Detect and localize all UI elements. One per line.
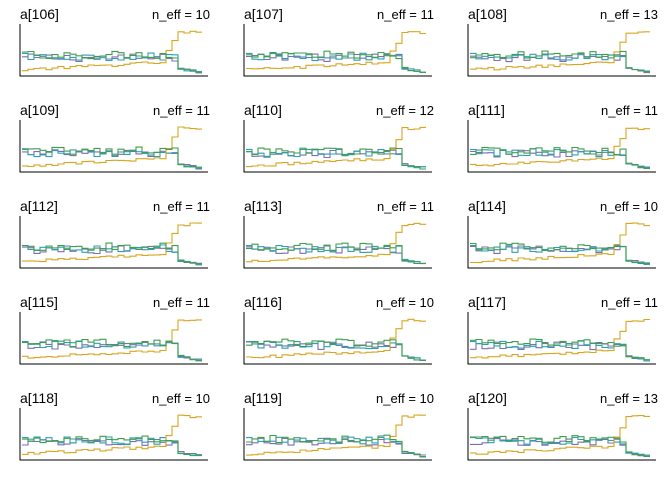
panel-neff-label: n_eff = 12 — [376, 103, 434, 118]
trace-series-3 — [22, 320, 202, 358]
panel-8: a[113] n_eff = 11 — [244, 198, 434, 268]
trace-series-4 — [22, 339, 202, 361]
trace-series-4 — [246, 435, 426, 457]
panel-neff-label: n_eff = 11 — [601, 103, 658, 118]
panel-axes — [20, 408, 208, 460]
trace-series-3 — [22, 415, 202, 454]
trace-series-2 — [246, 53, 426, 72]
trace-series-3 — [246, 32, 426, 69]
panel-15: a[120] n_eff = 13 — [468, 390, 658, 460]
panel-title: a[110] — [244, 102, 282, 118]
trace-series-2 — [246, 149, 426, 168]
panel-neff-label: n_eff = 10 — [152, 7, 210, 22]
panel-neff-label: n_eff = 11 — [377, 7, 434, 22]
trace-series-1 — [470, 438, 650, 455]
panel-neff-label: n_eff = 10 — [376, 295, 434, 310]
panel-neff-label: n_eff = 11 — [153, 103, 210, 118]
panel-title: a[115] — [20, 294, 58, 310]
panel-title: a[111] — [468, 102, 505, 118]
panel-5: a[110] n_eff = 12 — [244, 102, 434, 172]
panel-3: a[108] n_eff = 13 — [468, 6, 658, 76]
panel-neff-label: n_eff = 11 — [377, 199, 434, 214]
trace-series-4 — [22, 436, 202, 455]
trace-series-3 — [22, 127, 202, 167]
panel-9: a[114] n_eff = 10 — [468, 198, 658, 268]
panel-neff-label: n_eff = 10 — [152, 391, 210, 406]
trace-series-4 — [22, 243, 202, 264]
panel-title: a[106] — [20, 6, 59, 22]
panel-11: a[116] n_eff = 10 — [244, 294, 434, 364]
panel-neff-label: n_eff = 11 — [601, 295, 658, 310]
trace-series-3 — [470, 128, 650, 166]
trace-series-3 — [246, 223, 426, 261]
trace-series-2 — [470, 437, 650, 455]
panel-14: a[119] n_eff = 10 — [244, 390, 434, 460]
trace-series-2 — [22, 53, 202, 71]
panel-7: a[112] n_eff = 11 — [20, 198, 210, 268]
panel-title: a[109] — [20, 102, 59, 118]
panel-neff-label: n_eff = 10 — [376, 391, 434, 406]
trace-series-3 — [470, 223, 650, 263]
panel-neff-label: n_eff = 10 — [600, 199, 658, 214]
panel-title: a[120] — [468, 390, 507, 406]
trace-series-3 — [470, 416, 650, 455]
panel-6: a[111] n_eff = 11 — [468, 102, 658, 172]
panel-12: a[117] n_eff = 11 — [468, 294, 658, 364]
panel-title: a[113] — [244, 198, 282, 214]
panel-neff-label: n_eff = 13 — [600, 391, 658, 406]
trace-series-4 — [470, 147, 650, 168]
panel-10: a[115] n_eff = 11 — [20, 294, 210, 364]
panel-title: a[114] — [468, 198, 506, 214]
panel-neff-label: n_eff = 13 — [600, 7, 658, 22]
panel-neff-label: n_eff = 11 — [153, 199, 210, 214]
trace-series-3 — [22, 223, 202, 262]
panel-title: a[119] — [244, 390, 282, 406]
trace-series-3 — [246, 127, 426, 166]
panel-13: a[118] n_eff = 10 — [20, 390, 210, 460]
trace-series-1 — [470, 150, 650, 168]
trace-series-3 — [246, 319, 426, 357]
trace-series-3 — [470, 32, 650, 70]
panel-4: a[109] n_eff = 11 — [20, 102, 210, 172]
panel-title: a[118] — [20, 390, 58, 406]
panel-1: a[106] n_eff = 10 — [20, 6, 210, 76]
panel-title: a[107] — [244, 6, 283, 22]
panel-title: a[117] — [468, 294, 506, 310]
panel-title: a[116] — [244, 294, 282, 310]
panel-title: a[108] — [468, 6, 507, 22]
panel-neff-label: n_eff = 11 — [153, 295, 210, 310]
trace-series-3 — [470, 320, 650, 358]
panel-title: a[112] — [20, 198, 58, 214]
panel-2: a[107] n_eff = 11 — [244, 6, 434, 76]
